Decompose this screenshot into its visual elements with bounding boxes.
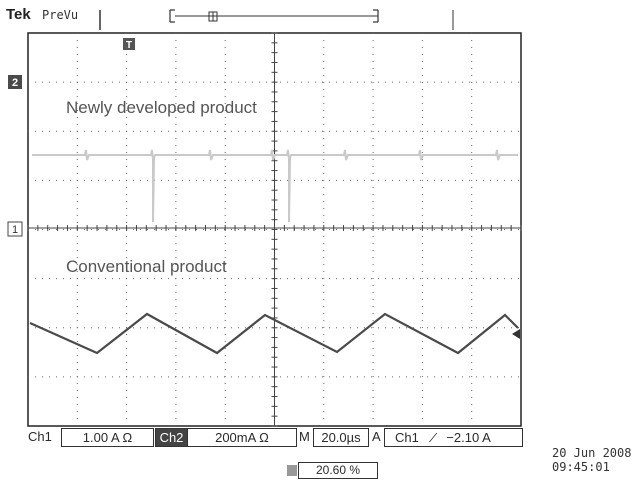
timestamp: 20 Jun 2008 09:45:01 xyxy=(552,446,631,474)
annotation-newly-developed: Newly developed product xyxy=(66,98,257,117)
brand-logo: Tek xyxy=(6,6,31,23)
ch1-scale[interactable]: 1.00 A Ω xyxy=(61,428,154,447)
acquisition-mode: PreVu xyxy=(42,8,79,22)
trigger-setup[interactable]: Ch1 ∕ −2.10 A xyxy=(384,428,523,447)
ch2-scale[interactable]: 200mA Ω xyxy=(187,428,297,447)
trigger-level-arrow-icon[interactable] xyxy=(512,329,520,339)
trigger-position-marker[interactable]: T xyxy=(123,38,135,51)
ch2-marker-label: 2 xyxy=(12,77,18,89)
trigger-position-icon xyxy=(287,465,297,476)
timebase-label: M xyxy=(299,429,310,444)
ch2-label[interactable]: Ch2 xyxy=(155,428,188,447)
timestamp-date: 20 Jun 2008 xyxy=(552,446,632,460)
trigger-mode: A xyxy=(372,429,381,444)
ch1-trace xyxy=(29,312,519,355)
trigger-slope-icon: ∕ xyxy=(432,430,435,445)
trigger-marker-label: T xyxy=(126,40,132,51)
ch1-label: Ch1 xyxy=(28,429,52,444)
ch1-marker-label: 1 xyxy=(12,224,18,236)
ch2-trace xyxy=(32,149,518,223)
trigger-source: Ch1 xyxy=(395,430,419,445)
graticule xyxy=(27,32,522,427)
timebase-value[interactable]: 20.0µs xyxy=(313,428,369,447)
annotation-conventional: Conventional product xyxy=(66,257,227,276)
ch1-ground-marker[interactable]: 1 xyxy=(7,221,23,237)
timestamp-time: 09:45:01 xyxy=(552,460,610,474)
trigger-position-readout: 20.60 % xyxy=(298,462,378,479)
trigger-level: −2.10 A xyxy=(446,430,491,445)
header-bar xyxy=(99,9,454,30)
ch2-ground-marker[interactable]: 2 xyxy=(8,75,22,89)
